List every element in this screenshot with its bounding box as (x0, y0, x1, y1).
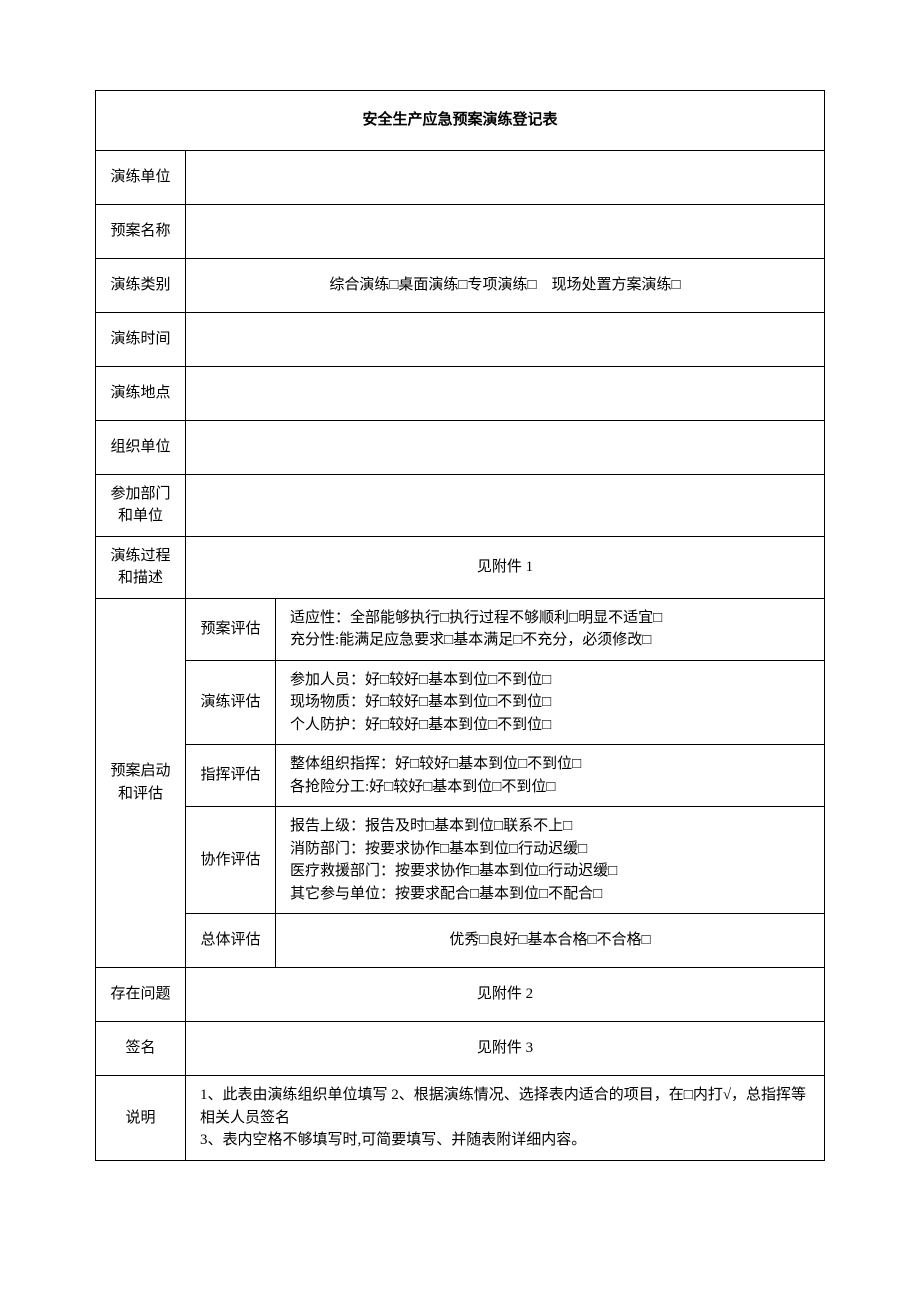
eval-coop-line-2: 医疗救援部门：按要求协作□基本到位□行动迟缓□ (290, 860, 814, 883)
notes-line-0: 1、此表由演练组织单位填写 2、根据演练情况、选择表内适合的项目，在□内打√，总… (200, 1084, 814, 1129)
registration-form-table: 安全生产应急预案演练登记表 演练单位 预案名称 演练类别 综合演练□桌面演练□专… (95, 90, 825, 1161)
value-signature: 见附件 3 (186, 1022, 825, 1076)
eval-command-line-1: 各抢险分工:好□较好□基本到位□不到位□ (290, 776, 814, 799)
value-problems: 见附件 2 (186, 968, 825, 1022)
value-notes: 1、此表由演练组织单位填写 2、根据演练情况、选择表内适合的项目，在□内打√，总… (186, 1076, 825, 1161)
eval-plan-line-1: 充分性:能满足应急要求□基本满足□不充分，必须修改□ (290, 629, 814, 652)
value-eval-command: 整体组织指挥：好□较好□基本到位□不到位□ 各抢险分工:好□较好□基本到位□不到… (276, 745, 825, 807)
label-eval-coop: 协作评估 (186, 807, 276, 914)
eval-command-line-0: 整体组织指挥：好□较好□基本到位□不到位□ (290, 753, 814, 776)
eval-coop-line-1: 消防部门：按要求协作□基本到位□行动迟缓□ (290, 838, 814, 861)
eval-coop-line-3: 其它参与单位：按要求配合□基本到位□不配合□ (290, 883, 814, 906)
label-participants: 参加部门和单位 (96, 474, 186, 536)
label-eval-plan: 预案评估 (186, 598, 276, 660)
label-org-unit: 组织单位 (96, 420, 186, 474)
label-process: 演练过程和描述 (96, 536, 186, 598)
label-evaluation: 预案启动和评估 (96, 598, 186, 968)
label-eval-overall: 总体评估 (186, 914, 276, 968)
label-plan-name: 预案名称 (96, 204, 186, 258)
label-signature: 签名 (96, 1022, 186, 1076)
value-eval-coop: 报告上级：报告及时□基本到位□联系不上□ 消防部门：按要求协作□基本到位□行动迟… (276, 807, 825, 914)
label-problems: 存在问题 (96, 968, 186, 1022)
eval-plan-line-0: 适应性：全部能够执行□执行过程不够顺利□明显不适宜□ (290, 607, 814, 630)
value-time (186, 312, 825, 366)
value-location (186, 366, 825, 420)
eval-drill-line-2: 个人防护：好□较好□基本到位□不到位□ (290, 714, 814, 737)
value-category: 综合演练□桌面演练□专项演练□ 现场处置方案演练□ (186, 258, 825, 312)
label-eval-drill: 演练评估 (186, 660, 276, 745)
label-location: 演练地点 (96, 366, 186, 420)
value-eval-overall: 优秀□良好□基本合格□不合格□ (276, 914, 825, 968)
notes-line-1: 3、表内空格不够填写时,可简要填写、并随表附详细内容。 (200, 1129, 814, 1152)
label-notes: 说明 (96, 1076, 186, 1161)
label-time: 演练时间 (96, 312, 186, 366)
value-eval-plan: 适应性：全部能够执行□执行过程不够顺利□明显不适宜□ 充分性:能满足应急要求□基… (276, 598, 825, 660)
eval-drill-line-1: 现场物质：好□较好□基本到位□不到位□ (290, 691, 814, 714)
eval-coop-line-0: 报告上级：报告及时□基本到位□联系不上□ (290, 815, 814, 838)
value-process: 见附件 1 (186, 536, 825, 598)
value-org-unit (186, 420, 825, 474)
label-unit: 演练单位 (96, 150, 186, 204)
form-title: 安全生产应急预案演练登记表 (96, 91, 825, 151)
label-eval-command: 指挥评估 (186, 745, 276, 807)
value-unit (186, 150, 825, 204)
value-eval-drill: 参加人员：好□较好□基本到位□不到位□ 现场物质：好□较好□基本到位□不到位□ … (276, 660, 825, 745)
label-category: 演练类别 (96, 258, 186, 312)
value-participants (186, 474, 825, 536)
eval-drill-line-0: 参加人员：好□较好□基本到位□不到位□ (290, 669, 814, 692)
value-plan-name (186, 204, 825, 258)
